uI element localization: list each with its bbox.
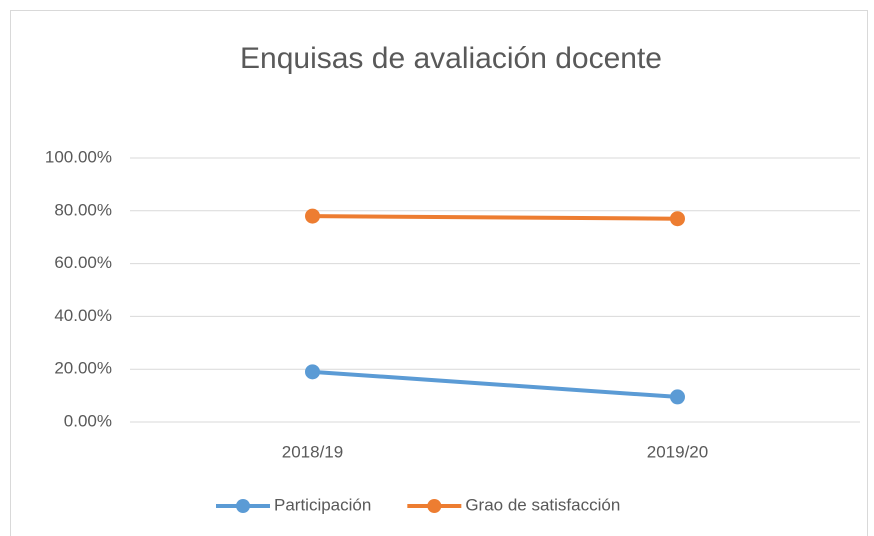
legend-label: Participación <box>274 495 371 514</box>
y-tick-label: 0.00% <box>64 411 112 430</box>
legend-marker <box>236 499 250 513</box>
chart-title: Enquisas de avaliación docente <box>240 42 662 75</box>
series-marker <box>305 364 320 380</box>
series-line <box>310 214 680 221</box>
legend-label: Grao de satisfacción <box>465 495 620 514</box>
series-marker <box>670 389 685 405</box>
y-tick-label: 80.00% <box>54 200 112 219</box>
x-tick-label: 2019/20 <box>647 442 708 461</box>
y-tick-label: 20.00% <box>54 359 112 378</box>
y-tick-label: 100.00% <box>45 147 112 166</box>
series-marker <box>670 211 685 227</box>
legend-marker <box>427 499 442 513</box>
y-tick-label: 40.00% <box>54 306 112 325</box>
chart-border <box>10 10 868 536</box>
x-tick-label: 2018/19 <box>282 442 343 461</box>
y-tick-label: 60.00% <box>54 253 112 272</box>
series-line <box>310 369 680 399</box>
series-marker <box>305 208 320 224</box>
